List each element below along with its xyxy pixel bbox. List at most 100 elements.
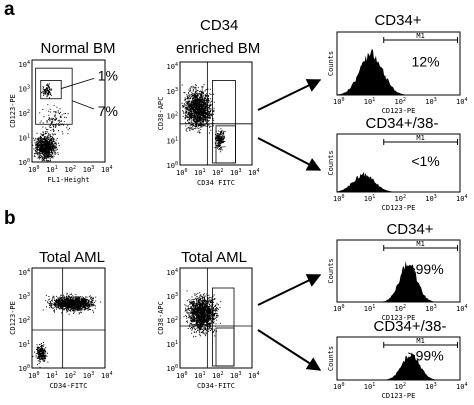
tick-label: 102 (212, 371, 223, 380)
tick-base: 10 (101, 372, 109, 380)
arrow (257, 137, 322, 171)
tick-base: 10 (176, 372, 184, 380)
tick-base: 10 (167, 317, 175, 325)
tick-label: 103 (19, 292, 30, 301)
x-axis-label: CD123-PE (382, 107, 416, 115)
tick-label: 104 (167, 268, 178, 277)
tick-label: 104 (248, 168, 259, 177)
x-axis-label: CD34 FITC (197, 179, 235, 187)
tick-exponent: 4 (109, 165, 112, 171)
tick-exponent: 0 (184, 371, 187, 377)
tick-label: 104 (456, 194, 467, 203)
tick-exponent: 2 (403, 97, 406, 103)
tick-exponent: 2 (73, 371, 76, 377)
tick-exponent: 2 (175, 112, 178, 118)
tick-exponent: 4 (464, 382, 467, 388)
hist-title: CD34+/38- (374, 318, 447, 335)
tick-exponent: 3 (238, 168, 241, 174)
gate-label: M1 (416, 134, 424, 142)
tick-label: 104 (19, 60, 30, 69)
tick-exponent: 2 (27, 316, 30, 322)
panel-letter: a (4, 0, 15, 20)
tick-exponent: 1 (175, 136, 178, 142)
tick-exponent: 0 (27, 364, 30, 370)
plot-frame (31, 267, 106, 369)
tick-exponent: 3 (91, 165, 94, 171)
tick-label: 101 (46, 165, 57, 174)
tick-exponent: 1 (202, 168, 205, 174)
tick-exponent: 1 (372, 97, 375, 103)
tick-base: 10 (167, 293, 175, 301)
plot-frame (336, 31, 461, 96)
tick-label: 103 (230, 168, 241, 177)
panel-letter: b (4, 208, 16, 229)
tick-base: 10 (333, 98, 341, 106)
tick-label: 101 (364, 382, 375, 391)
tick-label: 100 (333, 382, 344, 391)
tick-label: 100 (19, 364, 30, 373)
tick-label: 100 (28, 371, 39, 380)
tick-label: 101 (19, 134, 30, 143)
tick-base: 10 (19, 135, 27, 143)
tick-base: 10 (101, 166, 109, 174)
tick-label: 100 (19, 158, 30, 167)
tick-base: 10 (333, 195, 341, 203)
tick-exponent: 0 (341, 97, 344, 103)
tick-base: 10 (212, 372, 220, 380)
tick-base: 10 (167, 88, 175, 96)
tick-base: 10 (333, 305, 341, 313)
tick-label: 100 (176, 371, 187, 380)
tick-label: 102 (19, 109, 30, 118)
tick-base: 10 (230, 169, 238, 177)
tick-exponent: 3 (175, 292, 178, 298)
tick-label: 102 (167, 316, 178, 325)
percent-label: >99% (407, 348, 443, 364)
y-axis-label: Counts (327, 51, 335, 76)
tick-base: 10 (83, 166, 91, 174)
plot-title: Normal BM (40, 40, 115, 57)
tick-exponent: 0 (175, 161, 178, 167)
tick-exponent: 1 (372, 304, 375, 310)
tick-label: 100 (333, 97, 344, 106)
tick-label: 101 (364, 304, 375, 313)
tick-exponent: 3 (434, 382, 437, 388)
tick-label: 104 (19, 268, 30, 277)
tick-base: 10 (456, 383, 464, 391)
tick-exponent: 1 (372, 194, 375, 200)
tick-exponent: 1 (55, 165, 58, 171)
tick-label: 101 (167, 340, 178, 349)
y-axis-label: Counts (327, 346, 335, 371)
percent-label: 12% (412, 54, 440, 70)
plot-title: enriched BM (176, 40, 260, 57)
tick-exponent: 0 (36, 165, 39, 171)
tick-base: 10 (364, 195, 372, 203)
tick-label: 102 (395, 382, 406, 391)
gate (215, 327, 235, 367)
tick-label: 102 (395, 97, 406, 106)
tick-base: 10 (46, 166, 54, 174)
arrow (257, 79, 322, 111)
tick-base: 10 (230, 372, 238, 380)
tick-base: 10 (176, 169, 184, 177)
tick-label: 103 (19, 85, 30, 94)
tick-label: 104 (248, 371, 259, 380)
tick-exponent: 4 (27, 60, 30, 66)
tick-exponent: 2 (73, 165, 76, 171)
tick-label: 102 (65, 165, 76, 174)
tick-base: 10 (364, 305, 372, 313)
tick-exponent: 2 (220, 168, 223, 174)
tick-base: 10 (395, 383, 403, 391)
tick-exponent: 2 (175, 316, 178, 322)
tick-base: 10 (19, 341, 27, 349)
histogram (337, 352, 460, 380)
plot-title: Total AML (181, 249, 247, 266)
plot-frame (179, 267, 253, 369)
gate-marker (383, 245, 459, 251)
tick-exponent: 4 (464, 97, 467, 103)
tick-label: 104 (101, 371, 112, 380)
histogram (337, 49, 460, 95)
tick-exponent: 4 (175, 268, 178, 274)
tick-exponent: 0 (27, 158, 30, 164)
tick-label: 103 (425, 194, 436, 203)
tick-base: 10 (167, 341, 175, 349)
